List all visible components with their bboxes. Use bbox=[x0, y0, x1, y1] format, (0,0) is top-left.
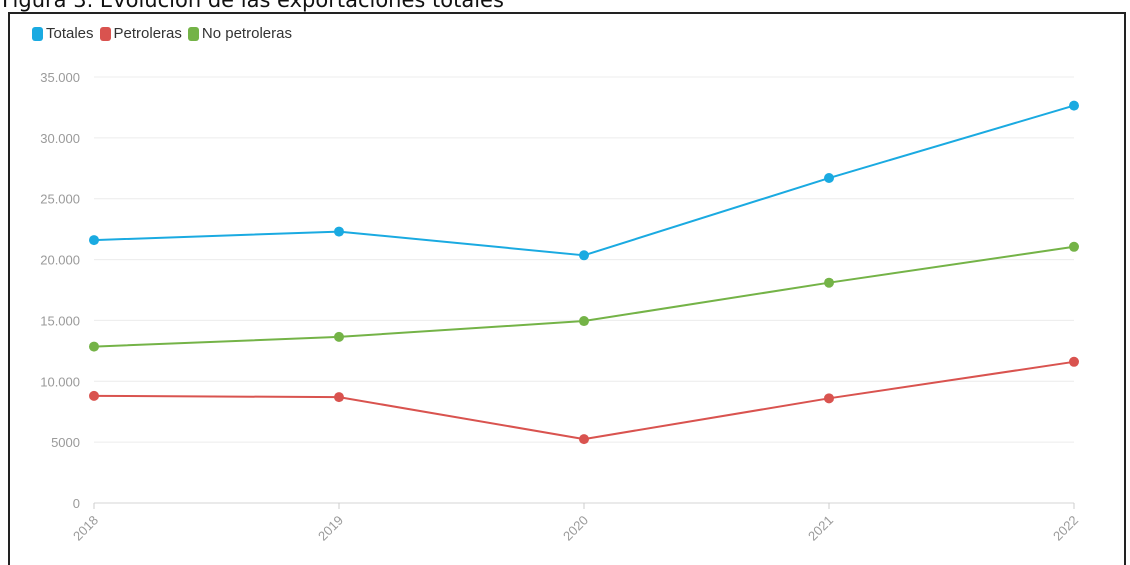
legend-item-totales[interactable]: Totales bbox=[32, 25, 94, 42]
data-point-2 bbox=[89, 341, 99, 352]
series-line-0 bbox=[93, 104, 1075, 257]
data-point-2 bbox=[334, 331, 344, 342]
data-point-1 bbox=[89, 390, 99, 401]
data-point-0 bbox=[579, 250, 589, 261]
x-tick-label: 2019 bbox=[315, 513, 346, 544]
data-point-1 bbox=[1069, 356, 1079, 367]
data-point-2 bbox=[579, 316, 589, 327]
data-point-0 bbox=[1069, 100, 1079, 111]
data-point-2 bbox=[1069, 241, 1079, 252]
x-tick-label: 2021 bbox=[805, 513, 836, 544]
figure-title: Figura 3. Evolución de las exportaciones… bbox=[2, 0, 504, 12]
data-point-1 bbox=[824, 393, 834, 404]
chart-frame bbox=[8, 12, 1126, 565]
data-point-0 bbox=[89, 235, 99, 246]
y-tick-label: 35.000 bbox=[40, 70, 80, 85]
series-line-1 bbox=[93, 360, 1075, 441]
y-tick-label: 5000 bbox=[51, 435, 80, 450]
legend-label: Petroleras bbox=[113, 25, 182, 42]
x-tick-label: 2022 bbox=[1050, 513, 1081, 544]
legend-swatch bbox=[99, 26, 111, 41]
y-tick-label: 0 bbox=[73, 496, 80, 511]
series-line-2 bbox=[93, 245, 1075, 348]
legend-swatch bbox=[32, 26, 43, 41]
y-tick-label: 30.000 bbox=[40, 131, 80, 146]
legend-label: Totales bbox=[46, 25, 94, 42]
chart-legend: Totales Petroleras No petroleras bbox=[32, 25, 298, 42]
y-tick-label: 20.000 bbox=[40, 253, 80, 268]
legend-label: No petroleras bbox=[201, 25, 292, 42]
y-tick-label: 10.000 bbox=[40, 374, 80, 389]
x-tick-label: 2018 bbox=[70, 513, 101, 544]
legend-item-petroleras[interactable]: Petroleras bbox=[99, 25, 182, 42]
data-point-1 bbox=[579, 434, 589, 445]
data-point-1 bbox=[334, 392, 344, 403]
data-point-2 bbox=[824, 277, 834, 288]
x-tick-label: 2020 bbox=[560, 513, 591, 544]
data-point-0 bbox=[334, 226, 344, 237]
legend-swatch bbox=[187, 26, 199, 41]
y-tick-label: 15.000 bbox=[40, 313, 80, 328]
legend-item-no-petroleras[interactable]: No petroleras bbox=[187, 25, 292, 42]
y-tick-label: 25.000 bbox=[40, 192, 80, 207]
data-point-0 bbox=[824, 173, 834, 184]
